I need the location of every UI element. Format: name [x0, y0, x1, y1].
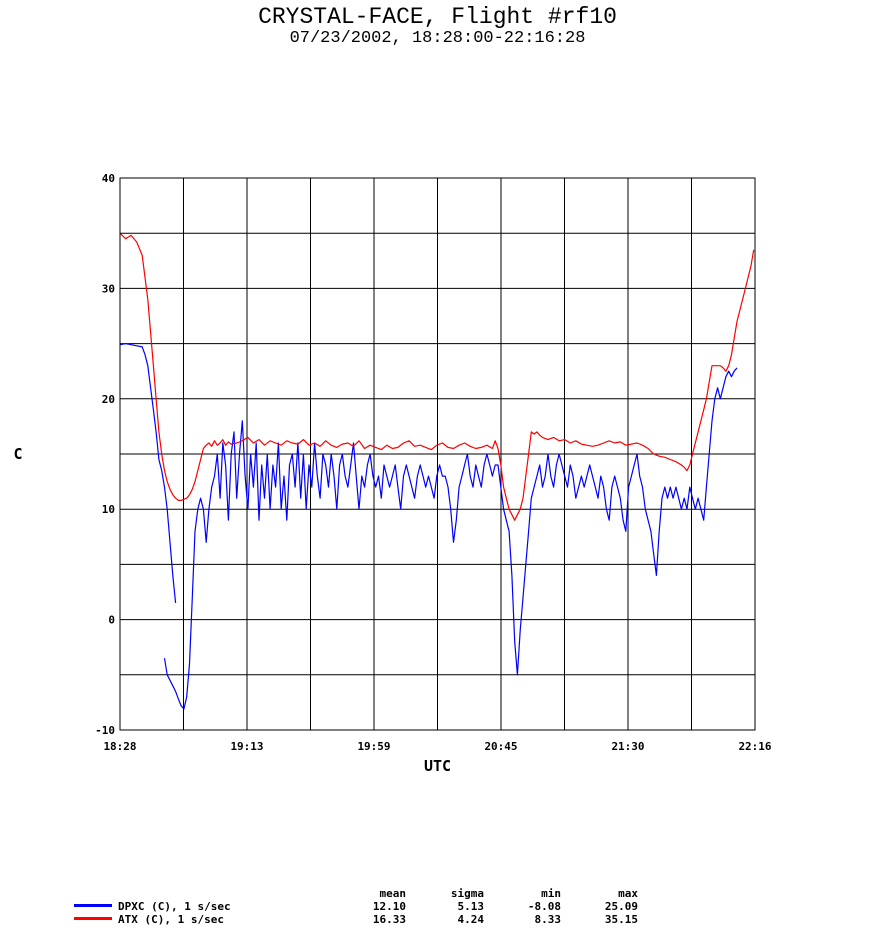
y-axis-label: C	[13, 445, 22, 463]
y-tick-label: -10	[95, 724, 115, 737]
tick-labels: 40 30 20 10 0 -10 18:28 19:13 19:59 20:45 21:30 22:…	[95, 172, 772, 753]
x-tick-label: 22:16	[738, 740, 771, 753]
legend-line-atx	[74, 917, 112, 920]
x-tick-label: 19:59	[357, 740, 390, 753]
stat-dpxc-min: -8.08	[527, 900, 561, 913]
stat-atx-sigma: 4.24	[457, 913, 485, 926]
stats-header-min: min	[541, 887, 561, 900]
stat-dpxc-sigma: 5.13	[457, 900, 485, 913]
x-axis-label: UTC	[424, 757, 451, 775]
chart-grid	[120, 178, 755, 730]
series-line-atx	[119, 232, 755, 521]
y-tick-label: 10	[102, 503, 115, 516]
y-tick-label: 0	[108, 614, 115, 627]
stats-table: mean sigma min max DPXC (C), 1 s/sec 12.…	[0, 886, 875, 931]
chart-series	[119, 232, 755, 710]
stat-dpxc-mean: 12.10	[372, 900, 406, 913]
series-line-dpxc	[119, 343, 177, 604]
stats-header-sigma: sigma	[450, 887, 484, 900]
y-tick-label: 30	[102, 282, 115, 295]
y-tick-label: 20	[102, 393, 115, 406]
series-line-dpxc	[163, 367, 738, 710]
y-tick-label: 40	[102, 172, 115, 185]
stats-header-max: max	[618, 887, 638, 900]
legend-line-dpxc	[74, 904, 112, 907]
stat-atx-max: 35.15	[604, 913, 638, 926]
plot-frame	[119, 177, 756, 731]
chart-title: CRYSTAL-FACE, Flight #rf10	[258, 4, 617, 30]
x-tick-label: 18:28	[103, 740, 136, 753]
legend-label-atx: ATX (C), 1 s/sec	[118, 913, 224, 926]
stat-atx-mean: 16.33	[372, 913, 406, 926]
chart-subtitle: 07/23/2002, 18:28:00-22:16:28	[289, 29, 586, 48]
x-tick-label: 20:45	[484, 740, 517, 753]
x-tick-label: 19:13	[230, 740, 263, 753]
stats-header-mean: mean	[379, 887, 407, 900]
x-tick-label: 21:30	[611, 740, 644, 753]
stat-atx-min: 8.33	[534, 913, 562, 926]
legend-label-dpxc: DPXC (C), 1 s/sec	[118, 900, 231, 913]
stat-dpxc-max: 25.09	[604, 900, 638, 913]
